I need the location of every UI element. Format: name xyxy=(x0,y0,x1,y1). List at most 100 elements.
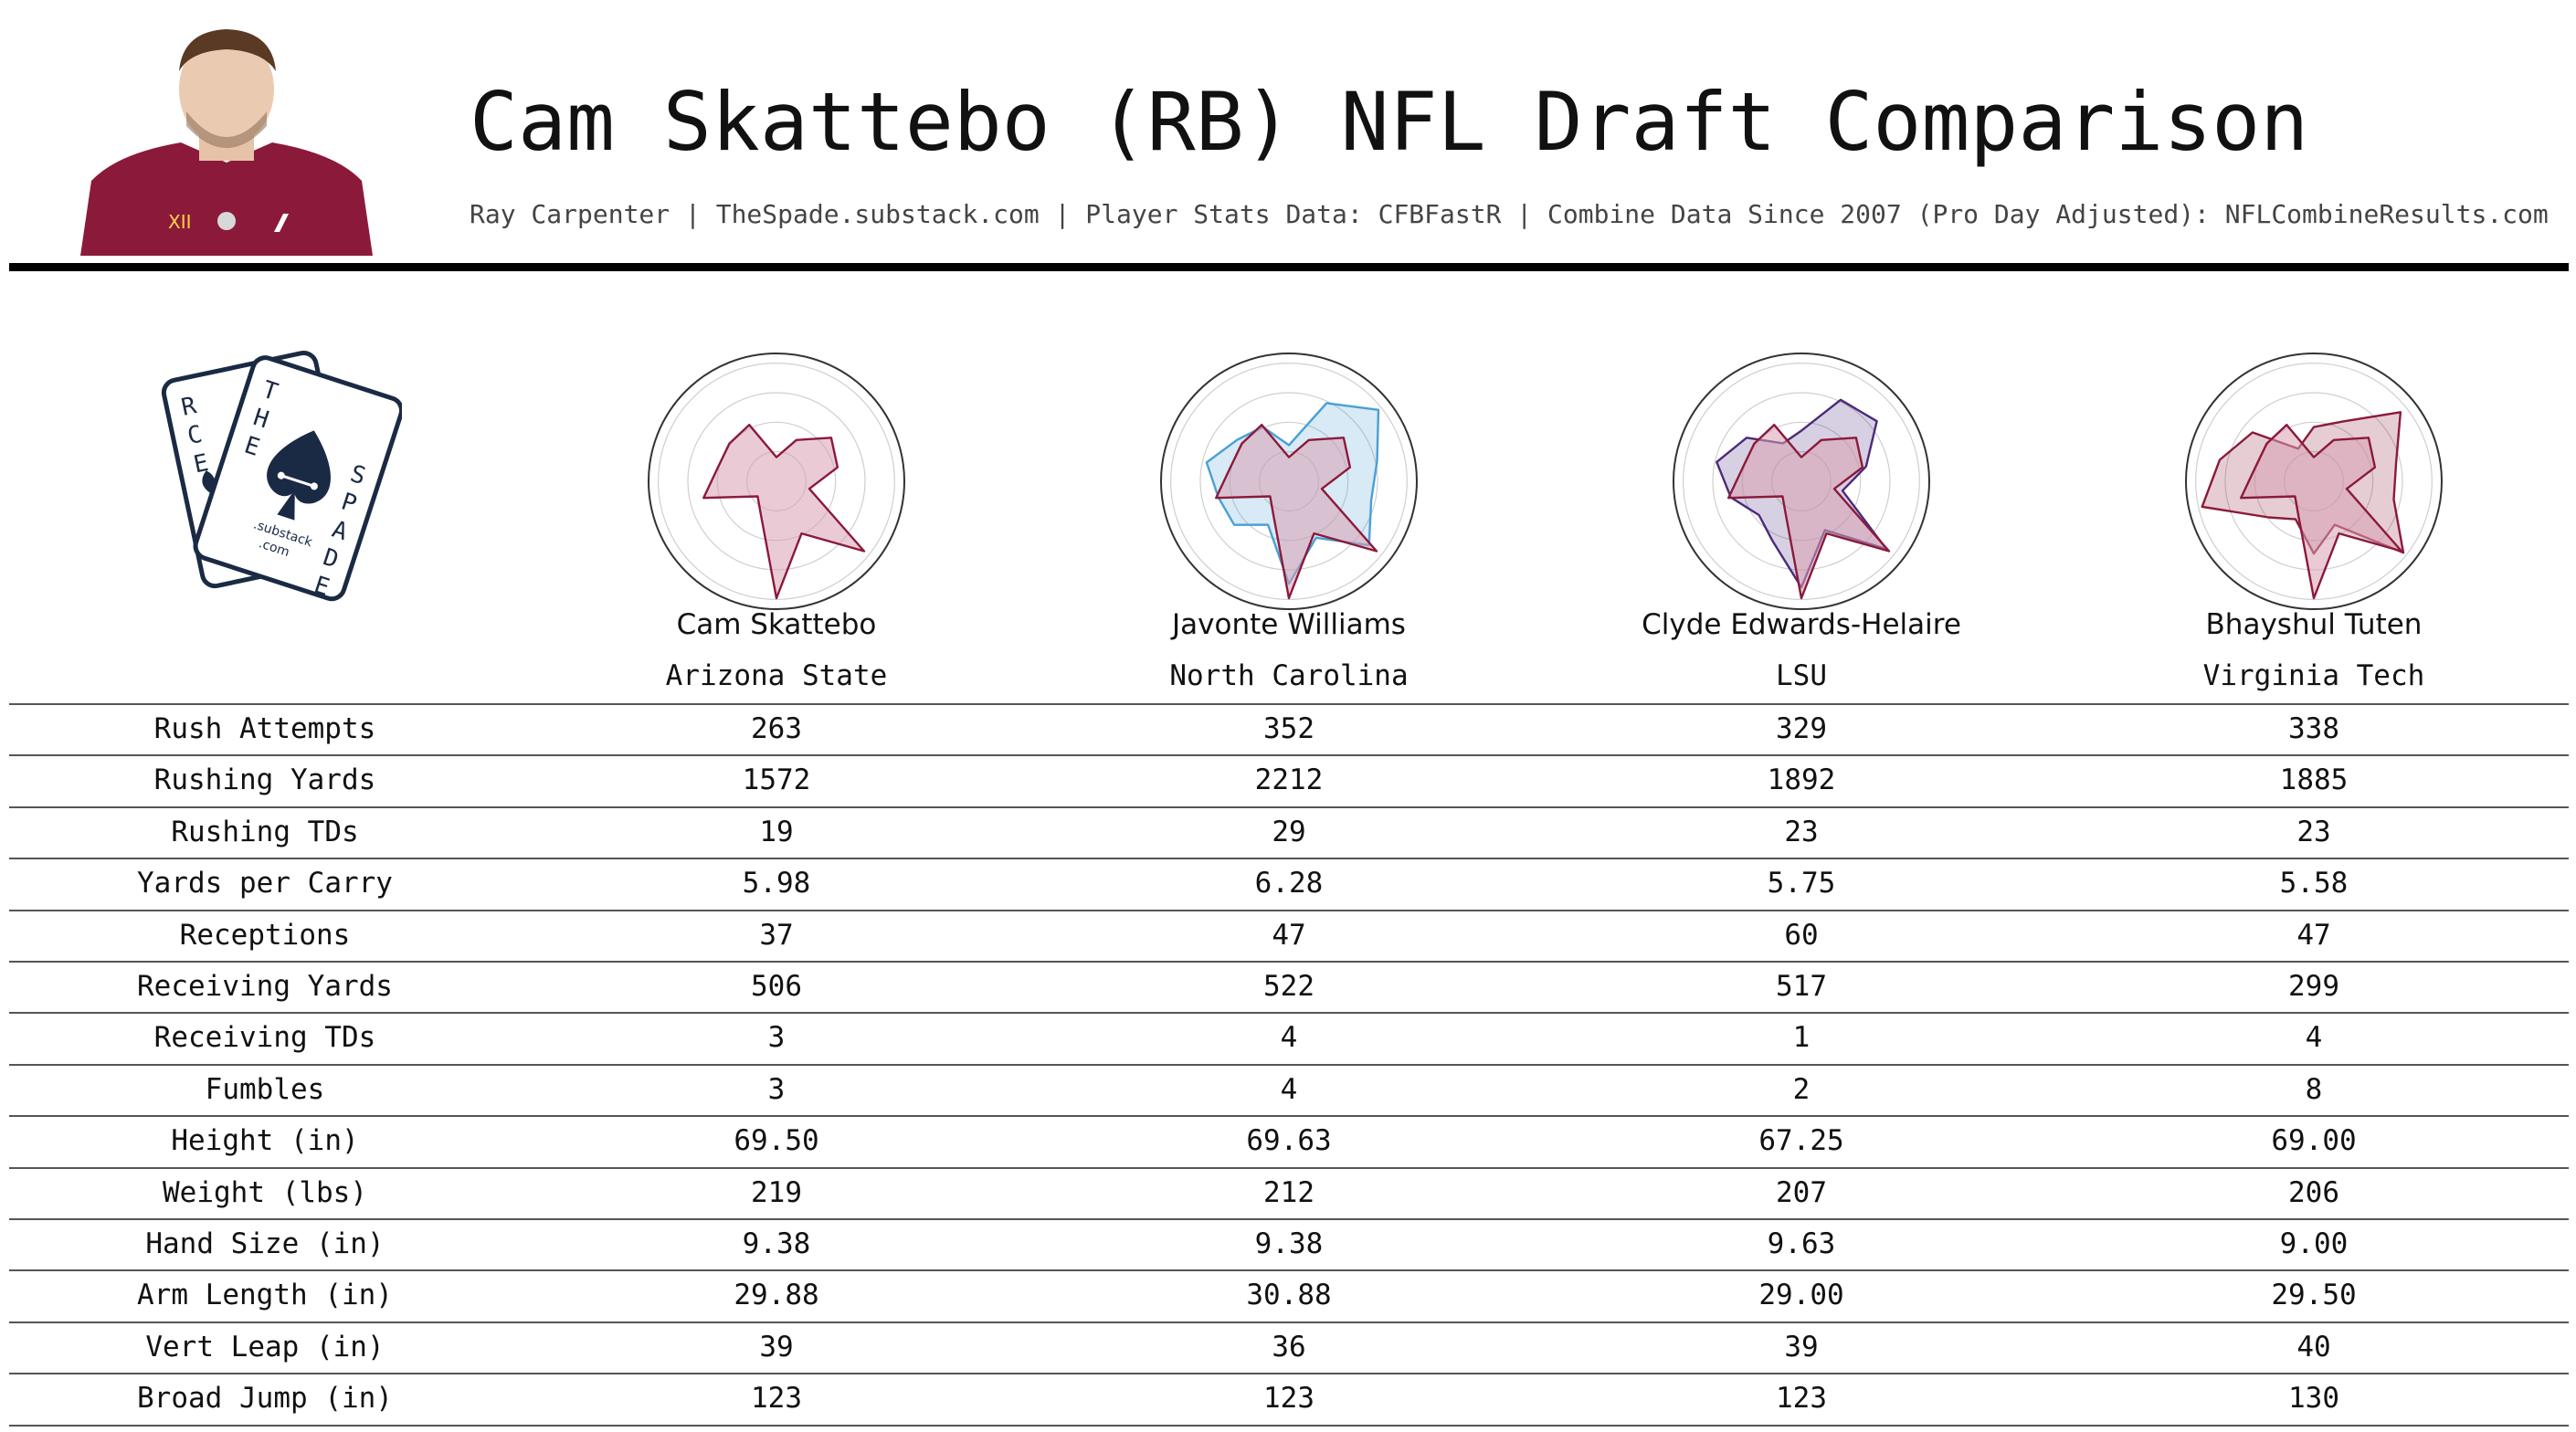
radar-grid-ring xyxy=(658,363,895,600)
player-name-bhayshul-tuten: Bhayshul Tuten xyxy=(2205,608,2423,641)
radar-series-cam-skattebo xyxy=(1214,424,1378,600)
table-cell: 1572 xyxy=(742,763,811,797)
svg-text:R: R xyxy=(179,392,199,422)
player-school-north-carolina: North Carolina xyxy=(1169,659,1409,692)
table-row-divider xyxy=(9,1166,2569,1169)
table-row-divider xyxy=(9,909,2569,911)
player-name-javonte-williams: Javonte Williams xyxy=(1172,608,1406,641)
table-cell: 4 xyxy=(1280,1021,1298,1055)
player-name-cam-skattebo: Cam Skattebo xyxy=(676,608,877,641)
header-divider xyxy=(9,263,2569,271)
table-row-divider xyxy=(9,1218,2569,1220)
table-cell: 130 xyxy=(2288,1382,2339,1416)
table-cell: 338 xyxy=(2288,712,2339,745)
table-cell: 69.00 xyxy=(2271,1124,2357,1158)
table-cell: 1 xyxy=(1792,1021,1811,1055)
table-row-divider xyxy=(9,1321,2569,1323)
table-row-divider xyxy=(9,806,2569,808)
table-cell: 206 xyxy=(2288,1175,2339,1209)
row-label-rushing-tds: Rushing TDs xyxy=(171,815,359,848)
radar-outer-ring xyxy=(1160,353,1418,610)
svg-text:C: C xyxy=(185,421,206,451)
radar-chart-javonte-williams xyxy=(1160,353,1418,610)
table-cell: 36 xyxy=(1272,1330,1306,1364)
table-cell: 4 xyxy=(1280,1072,1298,1106)
row-label-arm-length-in: Arm Length (in) xyxy=(137,1279,393,1312)
row-label-receiving-yards: Receiving Yards xyxy=(137,970,393,1003)
row-label-vert-leap-in: Vert Leap (in) xyxy=(145,1330,385,1364)
table-cell: 5.98 xyxy=(742,867,811,900)
radar-series-cam-skattebo xyxy=(702,424,866,600)
table-cell: 39 xyxy=(1784,1330,1819,1364)
radar-series-cam-skattebo xyxy=(2239,424,2403,600)
table-cell: 517 xyxy=(1776,970,1827,1003)
table-cell: 1892 xyxy=(1767,763,1836,797)
table-cell: 47 xyxy=(2296,918,2331,952)
table-cell: 5.58 xyxy=(2279,867,2349,900)
the-spade-logo: R C E T H E S P A D E .substack .com xyxy=(161,351,402,602)
radar-outer-ring xyxy=(648,353,905,610)
table-cell: 19 xyxy=(759,815,794,848)
table-cell: 60 xyxy=(1784,918,1819,952)
radar-outer-ring xyxy=(1673,353,1930,610)
table-cell: 123 xyxy=(1263,1382,1314,1416)
row-label-weight-lbs: Weight (lbs) xyxy=(163,1175,367,1209)
table-row-divider xyxy=(9,961,2569,963)
table-cell: 9.38 xyxy=(742,1227,811,1260)
table-cell: 4 xyxy=(2305,1021,2323,1055)
table-cell: 506 xyxy=(751,970,802,1003)
radar-chart-cam-skattebo xyxy=(648,353,905,610)
table-cell: 6.28 xyxy=(1254,867,1324,900)
radar-chart-clyde-edwards-helaire xyxy=(1673,353,1930,610)
table-cell: 69.63 xyxy=(1246,1124,1332,1158)
player-school-virginia-tech: Virginia Tech xyxy=(2202,659,2425,692)
table-cell: 2212 xyxy=(1254,763,1324,797)
row-label-rush-attempts: Rush Attempts xyxy=(153,712,376,745)
table-cell: 5.75 xyxy=(1767,867,1836,900)
radar-outer-ring xyxy=(2185,353,2443,610)
table-row-divider xyxy=(9,1269,2569,1272)
table-row-divider xyxy=(9,1424,2569,1427)
table-row-divider xyxy=(9,1063,2569,1066)
table-cell: 219 xyxy=(751,1175,802,1209)
table-cell: 47 xyxy=(1272,918,1306,952)
row-label-hand-size-in: Hand Size (in) xyxy=(145,1227,385,1260)
row-label-receiving-tds: Receiving TDs xyxy=(153,1021,376,1055)
table-cell: 522 xyxy=(1263,970,1314,1003)
player-name-clyde-edwards-helaire: Clyde Edwards-Helaire xyxy=(1642,608,1961,641)
table-cell: 207 xyxy=(1776,1175,1827,1209)
table-cell: 352 xyxy=(1263,712,1314,745)
table-cell: 39 xyxy=(759,1330,794,1364)
table-cell: 30.88 xyxy=(1246,1279,1332,1312)
table-cell: 29.00 xyxy=(1758,1279,1844,1312)
table-cell: 329 xyxy=(1776,712,1827,745)
table-row-divider xyxy=(9,1373,2569,1375)
table-cell: 37 xyxy=(759,918,794,952)
table-cell: 29.50 xyxy=(2271,1279,2357,1312)
table-cell: 2 xyxy=(1792,1072,1811,1106)
radar-chart-bhayshul-tuten xyxy=(2185,353,2443,610)
table-cell: 212 xyxy=(1263,1175,1314,1209)
table-cell: 40 xyxy=(2296,1330,2331,1364)
table-cell: 69.50 xyxy=(734,1124,819,1158)
table-cell: 67.25 xyxy=(1758,1124,1844,1158)
player-headshot: XII xyxy=(80,29,373,256)
radar-grid-ring xyxy=(1683,363,1920,600)
table-cell: 9.38 xyxy=(1254,1227,1324,1260)
radar-grid-ring xyxy=(1170,363,1408,600)
player-school-lsu: LSU xyxy=(1776,659,1827,692)
row-label-yards-per-carry: Yards per Carry xyxy=(137,867,393,900)
table-cell: 3 xyxy=(767,1021,786,1055)
table-cell: 29.88 xyxy=(734,1279,819,1312)
table-row-divider xyxy=(9,1115,2569,1118)
table-cell: 3 xyxy=(767,1072,786,1106)
player-school-arizona-state: Arizona State xyxy=(665,659,888,692)
row-label-broad-jump-in: Broad Jump (in) xyxy=(137,1382,393,1416)
row-label-rushing-yards: Rushing Yards xyxy=(153,763,376,797)
table-cell: 23 xyxy=(2296,815,2331,848)
radar-series-cam-skattebo xyxy=(1726,424,1891,600)
table-cell: 9.63 xyxy=(1767,1227,1836,1260)
table-cell: 299 xyxy=(2288,970,2339,1003)
page-title: Cam Skattebo (RB) NFL Draft Comparison xyxy=(470,75,2309,169)
table-cell: 123 xyxy=(751,1382,802,1416)
